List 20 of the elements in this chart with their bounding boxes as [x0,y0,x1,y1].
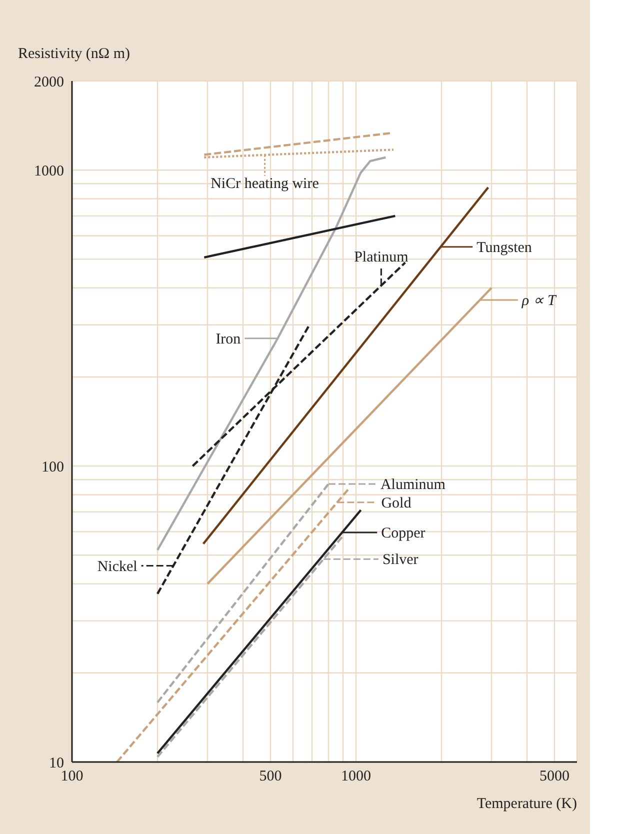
series-label: Iron [216,331,242,348]
y-tick-label: 100 [42,459,64,476]
x-tick-label: 100 [60,768,84,785]
legend-label: Aluminum [380,476,446,493]
legend-label: Gold [381,495,412,512]
x-tick-label: 1000 [341,768,372,785]
y-tick-label: 2000 [34,74,64,90]
series-label: NiCr heating wire [210,176,320,192]
y-axis-title: Resistivity (nΩ m) [18,46,130,62]
y-tick-label: 1000 [34,163,64,180]
series-label: Platinum [354,250,409,266]
x-axis-title: Temperature (K) [476,796,577,812]
legend-label: Tungsten [476,240,532,256]
series-label: Nickel [97,558,138,575]
y-tick-label: 10 [49,755,64,772]
x-tick-label: 500 [259,768,282,785]
legend-label: Copper [381,525,426,542]
x-tick-label: 5000 [540,768,570,785]
legend-label: Silver [382,552,418,568]
legend-label: ρ ∝ T [520,292,558,309]
